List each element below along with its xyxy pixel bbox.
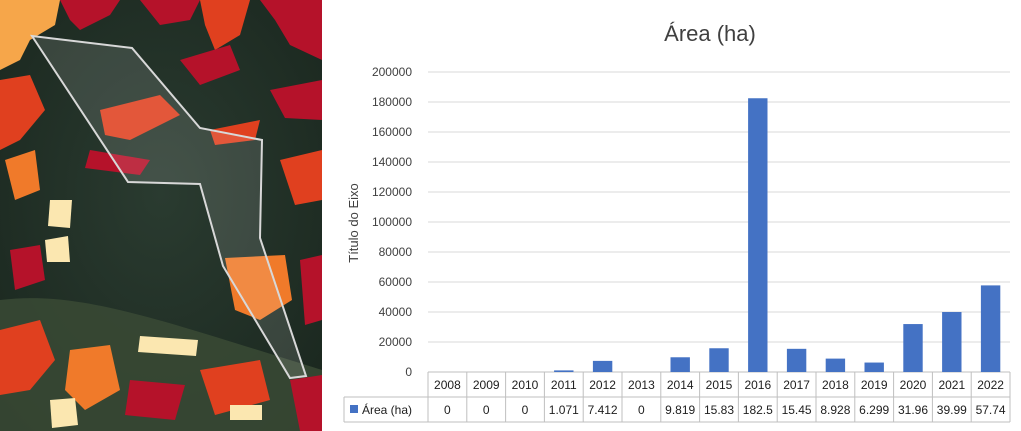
data-label: 39.99 (937, 403, 967, 417)
data-label: 8.928 (820, 403, 850, 417)
study-area-outline (29, 34, 308, 380)
y-tick-label: 180000 (372, 95, 412, 109)
bar-chart: Área (ha) Título do Eixo 0 20000 40000 6000… (343, 21, 1011, 423)
bar-2020 (903, 324, 923, 372)
y-tick-label: 160000 (372, 125, 412, 139)
x-tick-label: 2012 (589, 378, 616, 392)
x-tick-label: 2020 (900, 378, 927, 392)
data-label: 0 (522, 403, 529, 417)
bar-2012 (592, 360, 613, 372)
bar-2014 (670, 357, 690, 372)
data-label: 15.45 (782, 403, 812, 417)
y-tick-label: 80000 (379, 245, 413, 259)
bars (554, 98, 1001, 372)
data-label: 0 (638, 403, 645, 417)
satellite-map (0, 0, 322, 431)
y-tick-label: 100000 (372, 215, 412, 229)
x-tick-label: 2018 (822, 378, 849, 392)
data-label: 57.74 (976, 403, 1006, 417)
x-tick-label: 2013 (628, 378, 655, 392)
x-tick-label: 2019 (861, 378, 888, 392)
bar-2018 (825, 358, 846, 372)
y-tick-label: 60000 (379, 275, 413, 289)
y-tick-label: 0 (405, 365, 412, 379)
bar-2021 (942, 312, 962, 372)
x-tick-label: 2017 (783, 378, 810, 392)
data-label: 31.96 (898, 403, 928, 417)
x-tick-label: 2016 (744, 378, 771, 392)
x-tick-label: 2015 (706, 378, 733, 392)
x-tick-label: 2009 (473, 378, 500, 392)
data-label: 6.299 (859, 403, 889, 417)
bar-2022 (980, 285, 1001, 372)
bar-2019 (864, 362, 884, 372)
x-tick-label: 2010 (512, 378, 539, 392)
data-label: 1.071 (549, 403, 579, 417)
bar-2017 (786, 348, 807, 372)
deforestation-patches (0, 0, 322, 431)
bar-2016 (748, 98, 768, 372)
x-tick-label: 2008 (434, 378, 461, 392)
data-label: 0 (483, 403, 490, 417)
bar-2011 (554, 370, 574, 372)
x-tick-label: 2014 (667, 378, 694, 392)
x-tick-label: 2021 (938, 378, 965, 392)
y-axis-label: Título do Eixo (346, 183, 361, 263)
y-tick-label: 200000 (372, 65, 412, 79)
x-tick-label: 2022 (977, 378, 1004, 392)
data-label: 15.83 (704, 403, 734, 417)
legend-label: Área (ha) (362, 402, 412, 417)
legend-swatch (350, 405, 358, 413)
y-tick-label: 120000 (372, 185, 412, 199)
y-tick-label: 20000 (379, 335, 413, 349)
chart-title: Área (ha) (664, 21, 756, 46)
y-tick-label: 140000 (372, 155, 412, 169)
data-label: 182.5 (743, 403, 773, 417)
y-tick-label: 40000 (379, 305, 413, 319)
data-label: 7.412 (588, 403, 618, 417)
data-table: 2008 0 2009 0 2010 0 2011 1.071 2012 7.412 2013 0 20… (343, 372, 1011, 423)
bar-2015 (709, 348, 729, 372)
x-tick-label: 2011 (551, 378, 577, 392)
data-label: 9.819 (665, 403, 695, 417)
y-axis-ticks: 0 20000 40000 60000 80000 100000 120000 140000 1… (372, 65, 412, 379)
data-label: 0 (444, 403, 451, 417)
